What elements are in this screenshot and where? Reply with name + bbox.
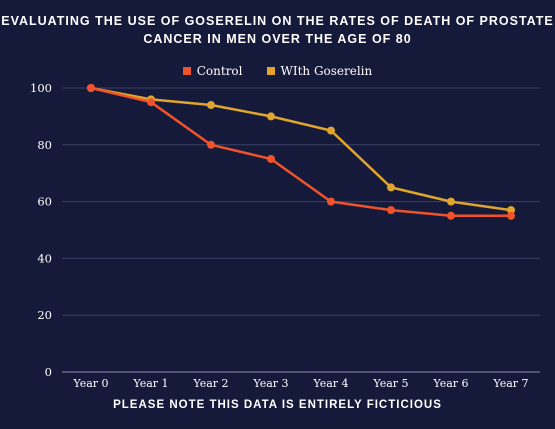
x-tick-label-0: Year 0 — [72, 377, 108, 390]
data-point-s0-5 — [387, 206, 395, 215]
data-point-s0-0 — [87, 84, 95, 92]
legend-label-control: Control — [196, 64, 243, 78]
y-tick-label-100: 100 — [30, 81, 52, 95]
y-tick-label-60: 60 — [37, 195, 52, 209]
legend-item-goserelin: WIth Goserelin — [266, 64, 373, 78]
data-point-s1-2 — [207, 101, 215, 110]
series-line-1 — [90, 86, 512, 212]
x-tick-label-3: Year 3 — [252, 377, 288, 390]
data-point-s1-4 — [327, 126, 335, 135]
chart-title-line-1: EVALUATING THE USE OF GOSERELIN ON THE R… — [1, 14, 554, 28]
data-point-s0-4 — [327, 197, 335, 206]
data-point-s0-1 — [147, 98, 155, 107]
series-line-0 — [90, 86, 511, 218]
x-tick-label-6: Year 6 — [432, 377, 468, 390]
data-point-s0-3 — [267, 155, 275, 163]
y-tick-label-80: 80 — [37, 138, 52, 152]
legend: Control WIth Goserelin — [0, 64, 555, 78]
x-tick-label-4: Year 4 — [312, 377, 348, 390]
legend-item-control: Control — [182, 64, 243, 78]
data-point-s1-7 — [507, 206, 515, 215]
data-point-s1-5 — [387, 183, 395, 192]
x-tick-label-7: Year 7 — [492, 377, 528, 390]
y-tick-label-0: 0 — [45, 365, 52, 379]
data-point-s0-6 — [447, 211, 455, 220]
x-tick-label-1: Year 1 — [132, 377, 168, 390]
legend-swatch-control — [182, 67, 191, 75]
legend-swatch-goserelin — [266, 67, 275, 75]
data-point-s1-6 — [447, 197, 455, 206]
y-tick-label-20: 20 — [37, 308, 52, 322]
y-tick-label-40: 40 — [37, 251, 52, 265]
chart-footer-note: PLEASE NOTE THIS DATA IS ENTIRELY FICTIC… — [113, 399, 442, 411]
x-tick-label-5: Year 5 — [372, 377, 408, 390]
data-point-s1-3 — [267, 112, 275, 121]
legend-label-goserelin: WIth Goserelin — [280, 64, 373, 78]
data-point-s0-2 — [207, 140, 215, 149]
data-point-s0-7 — [507, 211, 515, 220]
x-tick-label-2: Year 2 — [192, 377, 228, 390]
chart-title-line-2: CANCER IN MEN OVER THE AGE OF 80 — [143, 32, 412, 46]
